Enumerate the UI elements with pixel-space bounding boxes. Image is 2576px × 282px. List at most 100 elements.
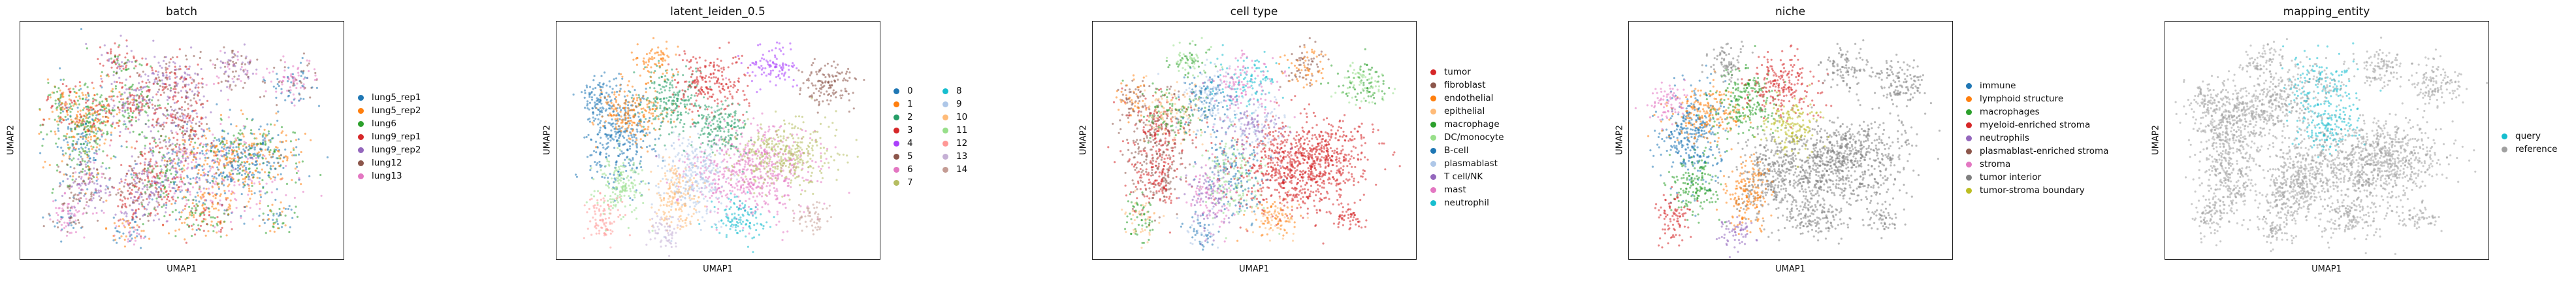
cell-point bbox=[722, 85, 724, 88]
cell-point bbox=[191, 211, 194, 215]
cell-point bbox=[145, 81, 148, 84]
cell-point bbox=[78, 95, 81, 97]
cell-point bbox=[66, 107, 69, 109]
cell-point bbox=[240, 63, 243, 65]
cell-point bbox=[631, 198, 634, 202]
cell-point bbox=[211, 205, 214, 208]
cell-point bbox=[735, 91, 738, 94]
cell-point bbox=[66, 111, 69, 114]
cell-point bbox=[228, 183, 231, 186]
cell-point bbox=[163, 121, 165, 124]
cell-point bbox=[634, 141, 637, 143]
cell-point bbox=[140, 75, 142, 78]
cell-point bbox=[137, 156, 140, 158]
cell-point bbox=[788, 178, 790, 181]
cell-point bbox=[192, 198, 195, 201]
cell-point bbox=[78, 126, 80, 128]
cell-point bbox=[108, 109, 111, 112]
cell-point bbox=[250, 180, 253, 183]
cell-point bbox=[709, 196, 711, 199]
cell-point bbox=[174, 209, 177, 211]
cell-point bbox=[125, 45, 128, 48]
cell-point bbox=[195, 177, 198, 179]
cell-point bbox=[600, 75, 603, 77]
cell-point bbox=[216, 139, 218, 141]
cell-point bbox=[213, 173, 216, 175]
cell-point bbox=[596, 133, 599, 135]
cell-point bbox=[176, 116, 179, 119]
cell-point bbox=[88, 109, 90, 111]
cell-point bbox=[677, 73, 679, 76]
cell-point bbox=[233, 184, 236, 186]
cell-point bbox=[165, 115, 167, 118]
cell-point bbox=[105, 112, 107, 115]
cell-point bbox=[628, 101, 631, 103]
umap-plot-area bbox=[20, 21, 344, 260]
cell-point bbox=[792, 62, 794, 65]
cell-point bbox=[768, 211, 771, 213]
cell-point bbox=[802, 82, 805, 84]
cell-point bbox=[163, 88, 165, 90]
cell-point bbox=[141, 109, 144, 111]
cell-point bbox=[641, 147, 643, 149]
cell-point bbox=[223, 73, 226, 75]
cell-point bbox=[231, 88, 233, 91]
cell-point bbox=[640, 181, 643, 183]
cell-point bbox=[153, 206, 156, 209]
cell-point bbox=[166, 67, 169, 70]
cell-point bbox=[618, 145, 620, 147]
cell-point bbox=[812, 62, 814, 64]
cell-point bbox=[133, 196, 136, 198]
cell-point bbox=[654, 143, 656, 147]
cell-point bbox=[165, 203, 168, 207]
cell-point bbox=[694, 162, 696, 165]
cell-point bbox=[134, 200, 137, 202]
cell-point bbox=[715, 76, 717, 79]
cell-point bbox=[663, 101, 666, 103]
cell-point bbox=[125, 235, 127, 238]
cell-point bbox=[628, 137, 630, 140]
cell-point bbox=[135, 176, 137, 179]
cell-point bbox=[72, 220, 74, 223]
cell-point bbox=[206, 123, 208, 126]
cell-point bbox=[813, 58, 816, 60]
cell-point bbox=[165, 77, 167, 79]
cell-point bbox=[653, 87, 656, 90]
cell-point bbox=[186, 175, 189, 177]
cell-point bbox=[280, 173, 282, 175]
cell-point bbox=[207, 230, 210, 232]
cell-point bbox=[178, 188, 181, 191]
cell-point bbox=[72, 157, 75, 160]
cell-point bbox=[634, 113, 637, 115]
cell-point bbox=[156, 80, 159, 82]
cell-point bbox=[69, 212, 71, 215]
cell-point bbox=[161, 198, 163, 201]
cell-point bbox=[135, 120, 138, 122]
cell-point bbox=[796, 133, 798, 136]
cell-point bbox=[137, 105, 140, 108]
cell-point bbox=[202, 145, 204, 148]
cell-point bbox=[140, 179, 143, 181]
cell-point bbox=[190, 141, 193, 143]
cell-point bbox=[64, 104, 67, 107]
cell-point bbox=[193, 167, 196, 169]
cell-point bbox=[205, 145, 208, 148]
cell-point bbox=[62, 79, 65, 81]
cell-point bbox=[215, 177, 217, 180]
cell-point bbox=[83, 107, 86, 109]
cell-point bbox=[670, 132, 673, 134]
cell-point bbox=[824, 76, 827, 79]
cell-point bbox=[170, 172, 172, 175]
cell-point bbox=[93, 135, 95, 137]
cell-point bbox=[191, 90, 193, 93]
cell-point bbox=[280, 126, 283, 128]
cell-point bbox=[236, 152, 239, 155]
cell-point bbox=[663, 80, 666, 82]
cell-point bbox=[769, 156, 772, 158]
cell-point bbox=[135, 140, 138, 143]
cell-point bbox=[799, 87, 802, 90]
cell-point bbox=[699, 171, 701, 174]
cell-point bbox=[146, 90, 148, 93]
cell-point bbox=[227, 61, 229, 63]
cell-point bbox=[221, 137, 224, 140]
